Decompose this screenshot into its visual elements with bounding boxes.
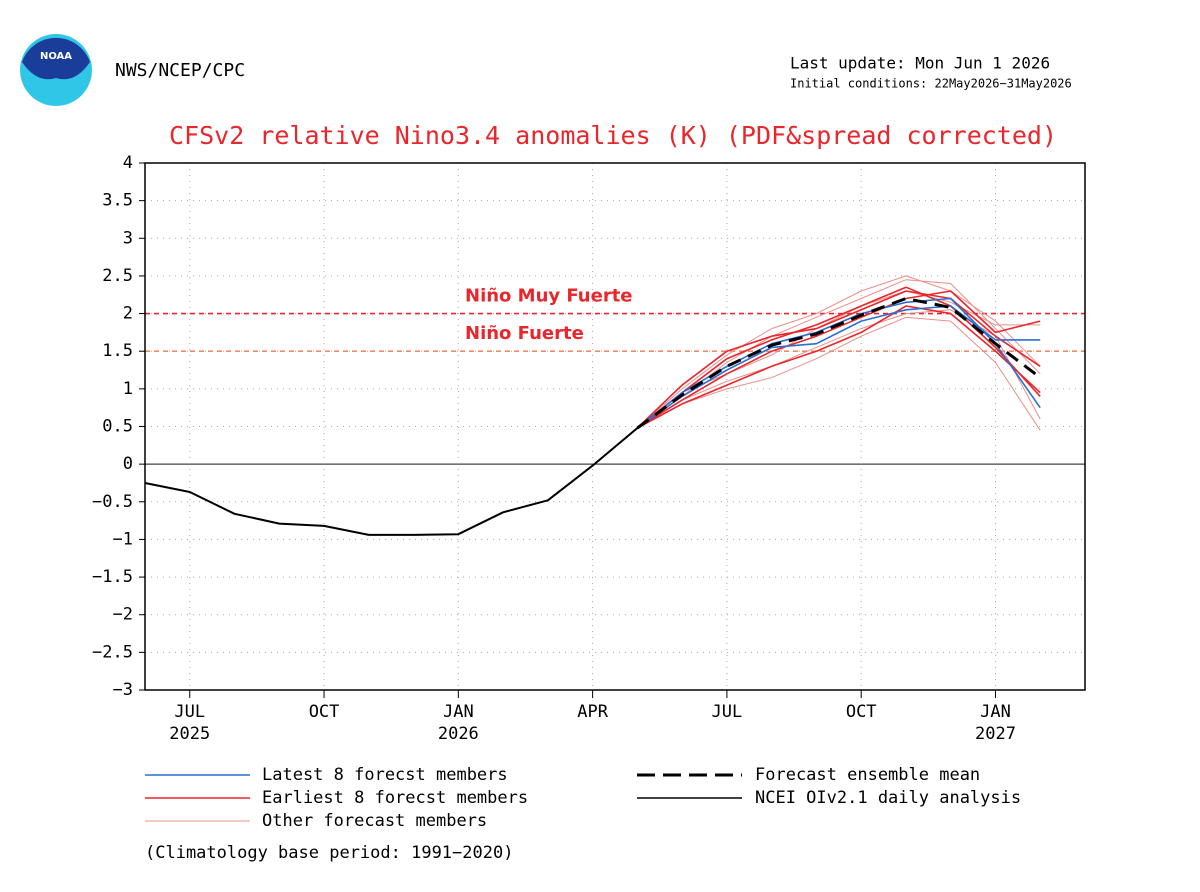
last-update: Last update: Mon Jun 1 2026 <box>790 54 1050 73</box>
y-tick-label: 3 <box>123 228 133 248</box>
reference-label: Niño Fuerte <box>465 323 584 344</box>
y-tick-label: −2 <box>113 605 133 625</box>
y-tick-label: 0.5 <box>102 417 133 437</box>
footnote: (Climatology base period: 1991−2020) <box>145 843 513 863</box>
x-tick-label: JUL <box>712 702 743 722</box>
y-tick-label: 0 <box>123 454 133 474</box>
member-line <box>637 305 1041 429</box>
member-line <box>636 305 1041 429</box>
legend-label: Earliest 8 forecst members <box>262 788 528 808</box>
x-tick-label: APR <box>577 702 608 722</box>
y-tick-label: 3.5 <box>102 191 133 211</box>
chart-title: CFSv2 relative Nino3.4 anomalies (K) (PD… <box>169 121 1057 150</box>
legend-label: Other forecast members <box>262 811 487 831</box>
member-line <box>637 316 1041 431</box>
x-tick-year: 2027 <box>975 724 1016 744</box>
agency: NWS/NCEP/CPC <box>115 60 245 81</box>
y-tick-label: −0.5 <box>92 492 133 512</box>
y-tick-label: −2.5 <box>92 642 133 662</box>
plot-frame <box>144 162 1086 691</box>
x-tick-label: JUL <box>174 702 205 722</box>
observed-line <box>144 427 639 536</box>
legend-label: Forecast ensemble mean <box>755 765 980 785</box>
y-tick-label: −1.5 <box>92 567 133 587</box>
legend-label: Latest 8 forecst members <box>262 765 508 785</box>
y-tick-label: 2.5 <box>102 266 133 286</box>
initial-conditions: Initial conditions: 22May2026−31May2026 <box>790 77 1072 91</box>
member-line <box>637 275 1041 429</box>
legend-label: NCEI OIv2.1 daily analysis <box>755 788 1021 808</box>
member-line <box>636 290 1041 429</box>
member-line <box>636 290 1041 429</box>
member-line <box>637 290 1041 429</box>
y-tick-label: −3 <box>113 680 133 700</box>
y-tick-label: 1 <box>123 379 133 399</box>
x-tick-label: JAN <box>443 702 474 722</box>
x-tick-year: 2025 <box>169 724 210 744</box>
reference-label: Niño Muy Fuerte <box>465 286 633 307</box>
y-tick-label: 4 <box>123 153 133 173</box>
y-tick-label: 1.5 <box>102 341 133 361</box>
x-tick-label: JAN <box>980 702 1011 722</box>
svg-text:NOAA: NOAA <box>40 51 72 62</box>
y-tick-label: −1 <box>113 529 133 549</box>
mean-line <box>636 297 1042 430</box>
y-tick-label: 2 <box>123 304 133 324</box>
x-tick-label: OCT <box>846 702 877 722</box>
x-tick-year: 2026 <box>438 724 479 744</box>
x-tick-label: OCT <box>309 702 340 722</box>
noaa-logo: NOAA <box>20 34 92 106</box>
